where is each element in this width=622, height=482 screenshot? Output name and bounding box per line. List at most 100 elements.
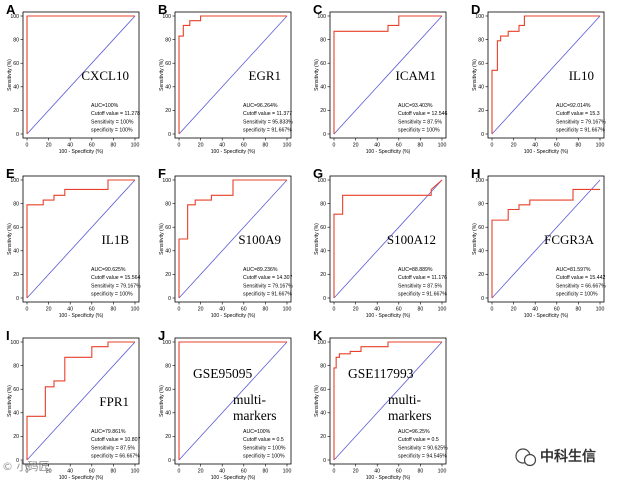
y-tick-label: 80: [320, 201, 326, 207]
y-tick-label: 0: [168, 458, 171, 464]
gene-name: FPR1: [99, 394, 129, 409]
y-tick-label: 60: [478, 225, 484, 231]
x-axis-label: 100 - Specificity (%): [59, 475, 104, 481]
panel-letter: C: [313, 2, 323, 17]
panel-letter: A: [6, 2, 16, 17]
stat-line: Cutoff value = 11.278: [91, 111, 140, 117]
plot-frame: [174, 337, 292, 465]
y-tick-label: 60: [165, 61, 171, 67]
x-tick-label: 60: [241, 307, 247, 313]
stat-line: AUC=96.25%: [398, 429, 430, 435]
reference-diagonal: [26, 341, 136, 461]
reference-diagonal: [333, 15, 443, 135]
gene-name: S100A12: [387, 232, 436, 247]
x-axis-label: 100 - Specificity (%): [59, 149, 104, 155]
x-tick-label: 20: [46, 307, 52, 313]
stat-line: AUC=89.236%: [243, 267, 278, 273]
stat-line: AUC=79.861%: [91, 429, 126, 435]
model-subtitle: markers: [233, 408, 276, 423]
stat-line: specificity = 100%: [398, 128, 440, 134]
stat-line: Sensitivity = 87.5%: [398, 283, 442, 289]
x-tick-label: 20: [198, 307, 204, 313]
panel-letter: J: [158, 328, 165, 343]
gene-name: ICAM1: [396, 68, 436, 83]
x-tick-label: 40: [374, 143, 380, 149]
watermark-text: 中科生信: [540, 448, 596, 465]
roc-curve: [491, 15, 600, 134]
x-tick-label: 40: [67, 469, 73, 475]
watermark-left: © 小码匠: [2, 460, 50, 473]
x-tick-label: 100: [283, 307, 292, 313]
roc-curve: [178, 15, 287, 134]
x-tick-label: 20: [511, 307, 517, 313]
roc-curve: [178, 341, 287, 460]
stat-line: Cutoff value = 15.564: [91, 275, 140, 281]
y-tick-label: 60: [320, 225, 326, 231]
y-tick-label: 20: [13, 434, 19, 440]
stat-line: specificity = 100%: [243, 454, 285, 460]
reference-diagonal: [178, 341, 288, 461]
x-tick-label: 0: [26, 307, 29, 313]
x-tick-label: 80: [418, 143, 424, 149]
x-axis-label: 100 - Specificity (%): [366, 313, 411, 319]
y-tick-label: 100: [162, 14, 171, 20]
x-tick-label: 60: [89, 307, 95, 313]
roc-curve: [26, 179, 135, 298]
stat-line: Sensitivity = 79.167%: [91, 283, 141, 289]
y-axis-label: Sensitivity (%): [159, 59, 165, 91]
y-axis-label: Sensitivity (%): [314, 385, 320, 417]
x-tick-label: 0: [333, 143, 336, 149]
stat-line: Cutoff value = 15.3: [556, 111, 600, 117]
x-tick-label: 40: [219, 307, 225, 313]
y-tick-label: 0: [168, 132, 171, 138]
x-tick-label: 20: [198, 143, 204, 149]
panel-letter: F: [158, 166, 166, 181]
y-axis-label: Sensitivity (%): [472, 223, 478, 255]
stat-line: AUC=96.264%: [243, 103, 278, 109]
plot-frame: [22, 337, 140, 465]
x-tick-label: 100: [131, 307, 140, 313]
stat-line: specificity = 100%: [91, 292, 133, 298]
y-axis-label: Sensitivity (%): [314, 223, 320, 255]
roc-curve: [26, 15, 135, 134]
stat-line: AUC=92.014%: [556, 103, 591, 109]
x-tick-label: 0: [178, 469, 181, 475]
gene-name: CXCL10: [81, 68, 129, 83]
plot-frame: [174, 11, 292, 139]
stat-line: Sensitivity = 100%: [243, 445, 286, 451]
roc-curve: [491, 188, 600, 298]
x-tick-label: 60: [554, 143, 560, 149]
y-axis-label: Sensitivity (%): [314, 59, 320, 91]
y-axis-label: Sensitivity (%): [7, 223, 13, 255]
y-axis-label: Sensitivity (%): [159, 385, 165, 417]
y-tick-label: 80: [320, 363, 326, 369]
x-axis-label: 100 - Specificity (%): [366, 149, 411, 155]
wechat-icon: [523, 453, 537, 467]
y-tick-label: 20: [478, 108, 484, 114]
panel-letter: D: [471, 2, 480, 17]
y-tick-label: 80: [165, 37, 171, 43]
x-tick-label: 60: [396, 307, 402, 313]
watermark-right: 中科生信: [515, 448, 596, 467]
stat-line: specificity = 100%: [91, 128, 133, 134]
panel-letter: E: [6, 166, 15, 181]
y-tick-label: 80: [165, 363, 171, 369]
roc-curve: [333, 15, 442, 134]
y-tick-label: 100: [475, 178, 484, 184]
y-tick-label: 100: [475, 14, 484, 20]
x-tick-label: 80: [111, 307, 117, 313]
stat-line: Cutoff value = 12.546: [398, 111, 447, 117]
roc-panel-j: J 0 0 20 20 40 40 60 60 80 80 100 100 100 - Specifici…: [158, 328, 291, 481]
stat-line: AUC=100%: [243, 429, 271, 435]
y-tick-label: 0: [323, 458, 326, 464]
y-tick-label: 60: [165, 387, 171, 393]
x-tick-label: 80: [263, 307, 269, 313]
gene-name: IL10: [569, 68, 594, 83]
x-tick-label: 60: [89, 469, 95, 475]
reference-diagonal: [26, 15, 136, 135]
x-axis-label: 100 - Specificity (%): [524, 149, 569, 155]
reference-diagonal: [491, 15, 601, 135]
x-tick-label: 80: [576, 307, 582, 313]
stat-line: Cutoff value = 10.807: [91, 437, 140, 443]
y-tick-label: 40: [320, 411, 326, 417]
